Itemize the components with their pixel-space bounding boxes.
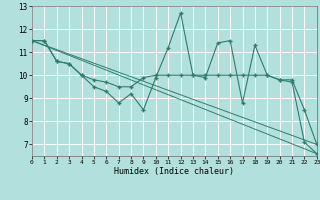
X-axis label: Humidex (Indice chaleur): Humidex (Indice chaleur)	[115, 167, 234, 176]
